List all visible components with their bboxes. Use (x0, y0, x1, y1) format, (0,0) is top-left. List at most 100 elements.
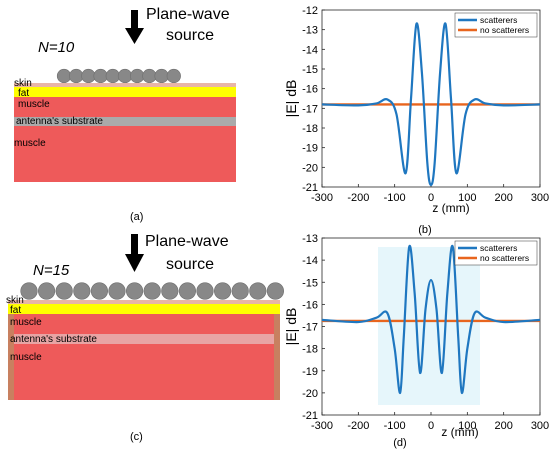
label-muscle-top: muscle (18, 99, 50, 110)
y-tick-label: -18 (302, 344, 318, 356)
label-muscle-bottom: muscle (14, 138, 46, 149)
y-tick-label: -20 (302, 162, 318, 174)
x-ticks: -300 -200 -100 0 100 200 300 (311, 412, 549, 432)
x-axis-label: z (mm) (441, 425, 478, 439)
x-tick-label: 200 (494, 192, 512, 204)
label-muscle-top: muscle (10, 317, 42, 328)
caption-b: (b) (418, 224, 431, 236)
y-tick-label: -17 (302, 103, 318, 115)
scatterers-row (56, 68, 181, 84)
n-label: N=15 (33, 262, 70, 279)
legend-entry: no scatterers (480, 25, 529, 35)
scatterer-circle (266, 282, 285, 300)
y-tick-label: -18 (302, 123, 318, 135)
x-tick-label: -100 (384, 192, 406, 204)
scatterer-circle (154, 68, 169, 84)
series-lines (321, 22, 541, 187)
label-fat: fat (18, 88, 29, 99)
x-tick-label: -200 (347, 420, 369, 432)
arrow-down-icon (125, 234, 144, 272)
label-skin: skin (6, 295, 24, 306)
x-tick-label: -100 (384, 420, 406, 432)
y-tick-label: -17 (302, 322, 318, 334)
label-substrate: antenna's substrate (16, 116, 103, 127)
layer-substrate (14, 117, 236, 126)
label-fat: fat (10, 305, 21, 316)
y-tick-label: -13 (302, 25, 318, 37)
scatterers-row (20, 282, 285, 300)
source-label-line-2: source (166, 27, 214, 44)
series-line-scatterers (321, 244, 541, 394)
scatterer-circle (69, 68, 84, 84)
scatterer-circle (142, 68, 157, 84)
scatterer-circle (214, 282, 232, 300)
x-tick-label: -200 (347, 192, 369, 204)
legend-box (454, 12, 538, 38)
layer-skin (14, 83, 236, 87)
label-muscle-bottom: muscle (10, 352, 42, 363)
scatterer-circle (93, 68, 108, 84)
y-tick-label: -14 (302, 255, 318, 267)
x-tick-label: 100 (458, 192, 476, 204)
scatterer-circle (81, 68, 96, 84)
scatterer-circle (249, 282, 267, 300)
x-ticks: -300 -200 -100 0 100 200 300 (311, 184, 549, 204)
source-label-line-1: Plane-wave (146, 6, 230, 23)
caption-a: (a) (130, 211, 143, 223)
scatterer-circle (178, 282, 196, 300)
scatterer-circle (37, 282, 56, 300)
label-skin: skin (14, 78, 32, 89)
chart-d: -13 -14 -15 -16 -17 -18 -19 -20 -21 -300 -200 -100… (283, 233, 549, 449)
layer-skin (8, 300, 280, 304)
series-lines (321, 244, 541, 394)
y-tick-label: -19 (302, 366, 318, 378)
scatterer-circle (166, 68, 181, 84)
y-tick-label: -16 (302, 84, 318, 96)
caption-c: (c) (130, 431, 143, 443)
scatterer-circle (126, 282, 144, 300)
chart-b: -12-13-14-15-16-17-18-19-20-21 -300 -200-… (283, 5, 549, 236)
side-edge-left (8, 314, 14, 400)
legend-entry: scatterers (480, 15, 517, 25)
scatterer-circle (90, 282, 108, 300)
x-tick-label: 0 (428, 420, 434, 432)
label-substrate: antenna's substrate (10, 334, 97, 345)
panel-a: N=10 Plane-wave source skin fat muscle a… (14, 6, 236, 223)
x-tick-label: -300 (311, 192, 333, 204)
scatterer-circle (55, 282, 73, 300)
scatterer-circle (196, 282, 214, 300)
y-ticks: -12 -13 -14 -15 -16 -17 -18 -19 -20 -21 (302, 5, 325, 194)
y-tick-label: -13 (302, 233, 318, 245)
x-tick-label: 100 (458, 420, 476, 432)
y-tick-label: -15 (302, 277, 318, 289)
source-label-line-1: Plane-wave (145, 233, 229, 250)
scatterer-circle (143, 282, 161, 300)
layer-fat (8, 304, 280, 314)
panel-c: N=15 Plane-wave source skin fat muscle a… (6, 233, 285, 443)
y-tick-label: -12 (302, 5, 318, 17)
y-tick-label: -14 (302, 44, 318, 56)
y-axis-label: |E| dB (283, 308, 299, 346)
y-tick-label: -21 (302, 182, 318, 194)
scatterer-circle (161, 282, 179, 300)
side-edge-right (274, 314, 280, 400)
scatterer-circle (231, 282, 249, 300)
layer-muscle-top (14, 97, 236, 117)
caption-d: (d) (393, 437, 406, 449)
legend-box (454, 240, 538, 266)
glow-band (378, 247, 480, 405)
layer-muscle-bottom (8, 344, 280, 400)
layer-substrate (8, 334, 280, 344)
x-tick-label: 0 (428, 192, 434, 204)
legend-entry: no scatterers (480, 253, 529, 263)
scatterer-circle (73, 282, 91, 300)
y-tick-label: -21 (302, 410, 318, 422)
x-tick-label: 300 (531, 420, 549, 432)
scatterer-circle (56, 68, 72, 84)
y-tick-label: -16 (302, 299, 318, 311)
layer-muscle-top (8, 314, 280, 334)
x-axis-label: z (mm) (432, 201, 469, 215)
